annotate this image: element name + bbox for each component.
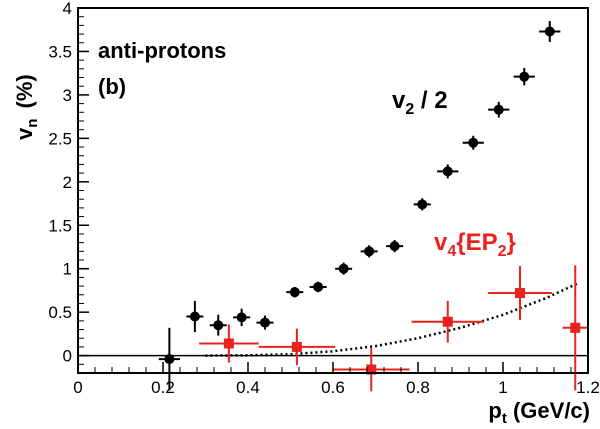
x-axis-label: pt (GeV/c) (488, 398, 590, 427)
data-point (313, 281, 324, 292)
x-tick-label: 1 (498, 378, 507, 397)
v2-label-main: v (392, 87, 406, 114)
y-tick-label: 4 (63, 0, 72, 18)
v2-series-label: v2 / 2 (392, 87, 448, 118)
data-series-group (158, 21, 588, 392)
y-tick-label: 0.5 (48, 303, 72, 322)
panel-label: (b) (98, 74, 126, 99)
x-tick-label: 0.8 (406, 378, 430, 397)
data-point (389, 241, 400, 252)
data-point (338, 263, 349, 274)
data-point (289, 287, 300, 298)
y-axis-label-rest: (%) (12, 74, 37, 114)
data-point (366, 364, 377, 375)
v4-label-close: } (507, 229, 516, 256)
y-tick-label: 2.5 (48, 129, 72, 148)
species-label: anti-protons (98, 38, 226, 63)
data-point (291, 341, 302, 352)
data-point (442, 166, 453, 177)
data-point (544, 26, 555, 37)
data-point (493, 104, 504, 115)
x-axis-label-sub: t (502, 410, 507, 427)
y-axis-label: vn (%) (12, 74, 41, 140)
x-tick-label: 1.2 (576, 378, 600, 397)
y-axis-label-main: v (12, 127, 37, 140)
data-point (442, 316, 453, 327)
data-point (260, 317, 270, 328)
data-point (213, 320, 224, 331)
data-point (468, 137, 479, 148)
x-tick-label: 0 (73, 378, 82, 397)
data-point (164, 354, 175, 365)
y-tick-label: 2 (63, 173, 72, 192)
v2-label-sub: 2 (405, 101, 414, 118)
x-tick-label: 0.6 (321, 378, 345, 397)
v4-label-open: {EP (456, 229, 497, 256)
data-point (223, 338, 234, 349)
y-tick-label: 3.5 (48, 42, 72, 61)
v4-label-sub: 4 (447, 243, 456, 260)
x-axis-label-rest: (GeV/c) (507, 398, 590, 423)
y-tick-label: 1.5 (48, 216, 72, 235)
x-tick-label: 0.2 (151, 378, 175, 397)
y-tick-label: 3 (63, 86, 72, 105)
y-tick-label: 0 (63, 347, 72, 366)
v4-label-main: v (434, 229, 448, 256)
v4-label-sub2: 2 (498, 243, 507, 260)
v4-series-label: v4{EP2} (434, 229, 516, 260)
x-axis-label-main: p (488, 398, 501, 423)
x-tick-label: 0.4 (236, 378, 260, 397)
v2-label-rest: / 2 (414, 87, 447, 114)
data-point (570, 322, 581, 333)
data-point (417, 199, 428, 210)
data-point (236, 312, 247, 323)
y-tick-label: 1 (63, 260, 72, 279)
data-point (515, 288, 525, 299)
series-2 (199, 265, 588, 392)
data-point (364, 246, 375, 257)
data-point (519, 71, 530, 82)
y-axis-label-sub: n (24, 119, 41, 128)
data-point (189, 311, 200, 322)
series-1 (158, 21, 561, 391)
axis-ticks-group: 0 0.2 0.4 0.6 0.8 1 1.2 0 0.5 1 1.5 2 2.5 3 3.5 4 (48, 0, 599, 397)
